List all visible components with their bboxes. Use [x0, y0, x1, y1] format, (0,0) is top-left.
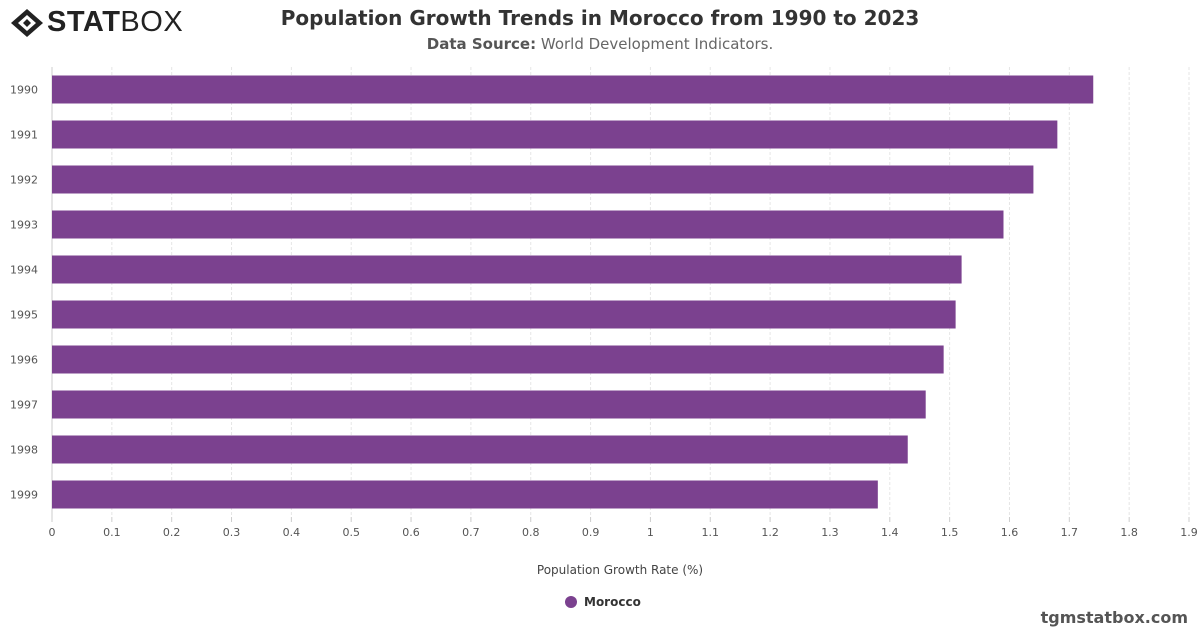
- x-tick-label: 1.1: [702, 526, 720, 539]
- x-tick-label: 1.4: [881, 526, 899, 539]
- x-tick-label: 0.7: [462, 526, 480, 539]
- x-tick-label: 1.8: [1120, 526, 1138, 539]
- bar-1997: [52, 390, 926, 419]
- x-tick-label: 0.8: [522, 526, 540, 539]
- x-tick-label: 0: [49, 526, 56, 539]
- x-tick-label: 0.2: [163, 526, 181, 539]
- bar-1995: [52, 300, 956, 329]
- y-tick-label: 1999: [10, 489, 38, 502]
- credit: tgmstatbox.com: [1040, 608, 1188, 627]
- x-axis-label: Population Growth Rate (%): [536, 563, 704, 577]
- y-tick-label: 1994: [10, 264, 38, 277]
- x-tick-label: 0.4: [283, 526, 301, 539]
- x-tick-label: 1: [647, 526, 654, 539]
- bar-1990: [52, 75, 1094, 104]
- bar-1992: [52, 165, 1034, 194]
- y-tick-label: 1993: [10, 219, 38, 232]
- y-tick-label: 1991: [10, 129, 38, 142]
- y-tick-label: 1997: [10, 399, 38, 412]
- statbox-logo: STAT BOX: [10, 6, 183, 39]
- x-tick-label: 0.3: [223, 526, 241, 539]
- legend-marker: [565, 596, 577, 608]
- bar-1996: [52, 345, 944, 374]
- y-tick-label: 1992: [10, 174, 38, 187]
- legend-item-morocco[interactable]: Morocco: [565, 595, 641, 609]
- x-tick-label: 0.5: [342, 526, 360, 539]
- chart-subtitle: Data Source: World Development Indicator…: [0, 35, 1200, 53]
- bar-1994: [52, 255, 962, 284]
- bar-chart: 0 0.1 0.2 0.3 0.4 0.5 0.6 0.7 0.8 0.9 1 1.1 1.2 1.3 1.…: [10, 67, 1198, 539]
- logo-light: BOX: [120, 6, 184, 38]
- chart-title: Population Growth Trends in Morocco from…: [280, 6, 920, 30]
- x-tick-label: 1.7: [1061, 526, 1079, 539]
- y-tick-label: 1998: [10, 444, 38, 457]
- x-tick-label: 0.9: [582, 526, 600, 539]
- bar-1991: [52, 120, 1058, 149]
- x-tick-label: 1.5: [941, 526, 959, 539]
- bar-1998: [52, 435, 908, 464]
- bar-1999: [52, 480, 878, 509]
- x-tick-label: 1.3: [821, 526, 839, 539]
- logo-bold: STAT: [47, 6, 121, 38]
- source-label: Data Source:: [426, 35, 537, 53]
- x-tick-label: 1.2: [761, 526, 779, 539]
- diamond-logo-icon: [11, 8, 43, 37]
- y-tick-label: 1996: [10, 354, 38, 367]
- y-tick-label: 1990: [10, 84, 38, 97]
- source-value: World Development Indicators.: [540, 35, 774, 53]
- y-tick-label: 1995: [10, 309, 38, 322]
- x-tick-label: 1.9: [1180, 526, 1198, 539]
- x-tick-label: 0.1: [103, 526, 121, 539]
- x-tick-label: 1.6: [1001, 526, 1019, 539]
- legend-label: Morocco: [584, 595, 641, 609]
- bar-1993: [52, 210, 1004, 239]
- x-tick-label: 0.6: [402, 526, 420, 539]
